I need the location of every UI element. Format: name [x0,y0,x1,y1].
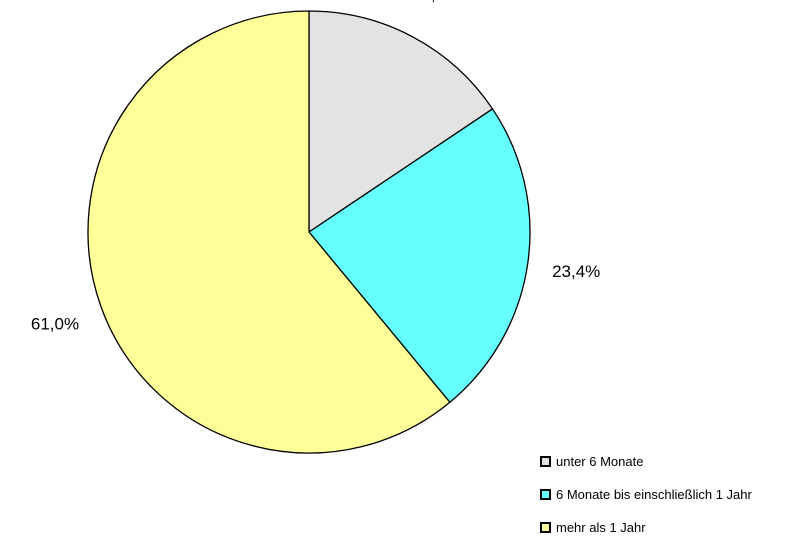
legend-swatch-2 [540,489,551,500]
legend-swatch-3 [540,522,551,533]
pie-slices [87,10,531,454]
slice-value-label-3: 61,0% [31,315,79,334]
pie-slice-3 [87,10,451,454]
legend: unter 6 Monate 6 Monate bis einschließlic… [540,454,752,535]
legend-label-3: mehr als 1 Jahr [556,520,646,535]
pie-slice-2 [308,108,531,403]
slice-value-label-2: 23,4% [552,262,600,281]
legend-swatch-1 [540,456,551,467]
legend-label-2: 6 Monate bis einschließlich 1 Jahr [556,487,752,502]
pie-slice-1 [308,10,494,233]
slice-value-label-1: 15,6% [412,0,460,4]
slice-value-labels: 15,6% 23,4% 61,0% [31,0,600,334]
legend-label-1: unter 6 Monate [556,454,643,469]
